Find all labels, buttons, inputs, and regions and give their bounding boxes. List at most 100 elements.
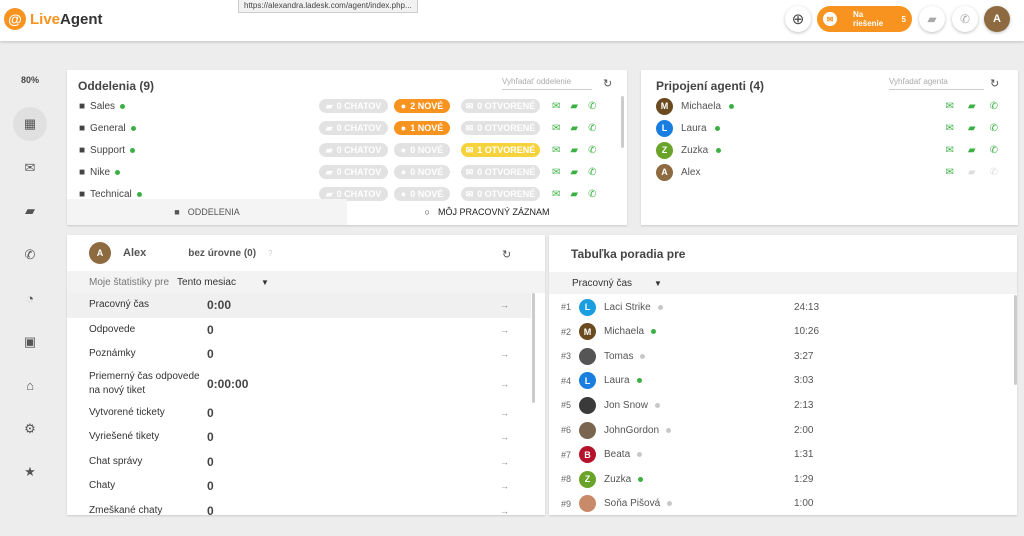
department-row[interactable]: ■ Technical ▰ 0 CHATOV ● 0 NOVÉ ✉ 0 OTVORENÉ…: [79, 187, 597, 201]
new-badge[interactable]: ● 0 NOVÉ: [394, 165, 450, 179]
phone-icon[interactable]: ✆: [989, 122, 998, 134]
phone-icon[interactable]: ✆: [588, 144, 597, 156]
stat-row[interactable]: Chaty 0 →: [89, 479, 509, 494]
new-badge[interactable]: ● 2 NOVÉ: [394, 99, 450, 113]
mail-icon[interactable]: ✉: [945, 100, 954, 112]
arrow-right-icon[interactable]: →: [500, 300, 509, 311]
department-row[interactable]: ■ Sales ▰ 0 CHATOV ● 2 NOVÉ ✉ 0 OTVORENÉ ✉ ▰ ✆: [79, 99, 597, 113]
agent-row[interactable]: A Alex ✉ ▰ ✆: [656, 162, 998, 182]
mail-icon[interactable]: ✉: [552, 166, 561, 178]
dropdown-icon[interactable]: ▼: [654, 278, 662, 288]
phone-icon[interactable]: ✆: [588, 188, 597, 200]
open-badge[interactable]: ✉ 0 OTVORENÉ: [461, 165, 540, 179]
agent-search-input[interactable]: Vyhľadať agenta: [889, 76, 984, 90]
chats-badge[interactable]: ▰ 0 CHATOV: [319, 143, 388, 157]
chat-icon[interactable]: ▰: [570, 122, 579, 134]
arrow-right-icon[interactable]: →: [500, 432, 509, 443]
mail-icon[interactable]: ✉: [552, 122, 561, 134]
arrow-right-icon[interactable]: →: [500, 407, 509, 418]
stat-row[interactable]: Pracovný čas 0:00 →: [67, 293, 531, 318]
period-select[interactable]: Tento mesiac: [177, 276, 236, 288]
metric-select[interactable]: Pracovný čas: [572, 277, 633, 289]
agent-row[interactable]: L Laura ✉ ▰ ✆: [656, 118, 998, 138]
mail-icon[interactable]: ✉: [552, 144, 561, 156]
chat-icon[interactable]: ▰: [967, 144, 976, 156]
department-search-input[interactable]: Vyhľadať oddelenie: [502, 76, 592, 90]
phone-icon[interactable]: ✆: [588, 166, 597, 178]
open-badge[interactable]: ✉ 0 OTVORENÉ: [461, 99, 540, 113]
agent-row[interactable]: M Michaela ✉ ▰ ✆: [656, 96, 998, 116]
user-avatar[interactable]: A: [984, 6, 1010, 32]
phone-icon[interactable]: ✆: [588, 122, 597, 134]
chat-icon[interactable]: ▰: [570, 144, 579, 156]
refresh-icon[interactable]: ↻: [990, 78, 1000, 90]
arrow-right-icon[interactable]: →: [500, 505, 509, 515]
chats-badge[interactable]: ▰ 0 CHATOV: [319, 165, 388, 179]
scrollbar[interactable]: [621, 96, 624, 148]
mail-icon[interactable]: ✉: [945, 166, 954, 178]
chat-icon[interactable]: ▰: [570, 100, 579, 112]
chat-icon[interactable]: ▰: [570, 166, 579, 178]
stat-row[interactable]: Priemerný čas odpovede na nový tiket 0:00…: [89, 370, 509, 396]
mail-icon[interactable]: ✉: [552, 188, 561, 200]
chat-icon[interactable]: ▰: [967, 166, 976, 178]
department-row[interactable]: ■ Nike ▰ 0 CHATOV ● 0 NOVÉ ✉ 0 OTVORENÉ ✉ ▰ ✆: [79, 165, 597, 179]
mail-icon[interactable]: ✉: [945, 144, 954, 156]
chats-badge[interactable]: ▰ 0 CHATOV: [319, 121, 388, 135]
chat-status-button[interactable]: ▰: [919, 6, 945, 32]
sidebar-item-star[interactable]: ★: [13, 455, 47, 489]
chat-icon[interactable]: ▰: [570, 188, 579, 200]
folder-icon: ■: [79, 144, 86, 156]
phone-icon[interactable]: ✆: [989, 166, 998, 178]
new-badge[interactable]: ● 0 NOVÉ: [394, 143, 450, 157]
sidebar-item-chat[interactable]: ▰: [13, 194, 47, 228]
sidebar-item-contacts[interactable]: ▣: [13, 325, 47, 359]
mail-icon[interactable]: ✉: [945, 122, 954, 134]
status-button[interactable]: ✉ Na riešenie 5: [817, 6, 912, 32]
arrow-right-icon[interactable]: →: [500, 481, 509, 492]
chats-badge[interactable]: ▰ 0 CHATOV: [319, 187, 388, 201]
chat-icon[interactable]: ▰: [967, 100, 976, 112]
refresh-icon[interactable]: ↻: [502, 249, 512, 261]
arrow-right-icon[interactable]: →: [500, 456, 509, 467]
arrow-right-icon[interactable]: →: [500, 324, 509, 335]
department-row[interactable]: ■ General ▰ 0 CHATOV ● 1 NOVÉ ✉ 0 OTVORENÉ ✉…: [79, 121, 597, 135]
logo[interactable]: @ LiveAgent: [4, 8, 103, 30]
mail-icon[interactable]: ✉: [552, 100, 561, 112]
stat-row[interactable]: Vytvorené tickety 0 →: [89, 405, 509, 420]
add-button[interactable]: ⊕: [785, 6, 811, 32]
sidebar-item-reports[interactable]: ◔: [13, 281, 47, 315]
open-badge[interactable]: ✉ 0 OTVORENÉ: [461, 187, 540, 201]
phone-icon[interactable]: ✆: [588, 100, 597, 112]
sidebar-item-knowledgebase[interactable]: ⌂: [13, 368, 47, 402]
tab-departments[interactable]: ■ ODDELENIA: [67, 199, 347, 225]
chats-badge[interactable]: ▰ 0 CHATOV: [319, 99, 388, 113]
stat-row[interactable]: Poznámky 0 →: [89, 347, 509, 362]
refresh-icon[interactable]: ↻: [603, 78, 613, 90]
sidebar-item-settings[interactable]: ⚙: [13, 412, 47, 446]
stat-row[interactable]: Zmeškané chaty 0 →: [89, 503, 509, 515]
stat-row[interactable]: Odpovede 0 →: [89, 322, 509, 337]
phone-icon[interactable]: ✆: [989, 100, 998, 112]
arrow-right-icon[interactable]: →: [500, 378, 509, 389]
scrollbar[interactable]: [532, 293, 535, 403]
phone-icon[interactable]: ✆: [989, 144, 998, 156]
new-badge[interactable]: ● 1 NOVÉ: [394, 121, 450, 135]
open-badge[interactable]: ✉ 1 OTVORENÉ: [461, 143, 540, 157]
scrollbar[interactable]: [1014, 295, 1017, 385]
arrow-right-icon[interactable]: →: [500, 349, 509, 360]
new-badge[interactable]: ● 0 NOVÉ: [394, 187, 450, 201]
dropdown-icon[interactable]: ▼: [261, 277, 269, 287]
help-icon[interactable]: ?: [268, 248, 273, 258]
department-row[interactable]: ■ Support ▰ 0 CHATOV ● 0 NOVÉ ✉ 1 OTVORENÉ ✉…: [79, 143, 597, 157]
tab-worklog[interactable]: ○ MÔJ PRACOVNÝ ZÁZNAM: [424, 207, 550, 217]
stat-row[interactable]: Vyriešené tikety 0 →: [89, 430, 509, 445]
chat-icon[interactable]: ▰: [967, 122, 976, 134]
open-badge[interactable]: ✉ 0 OTVORENÉ: [461, 121, 540, 135]
sidebar-item-dashboard[interactable]: ▦: [13, 107, 47, 141]
stat-row[interactable]: Chat správy 0 →: [89, 454, 509, 469]
sidebar-item-phone[interactable]: ✆: [13, 238, 47, 272]
sidebar-item-mail[interactable]: ✉: [13, 151, 47, 185]
phone-status-button[interactable]: ✆: [952, 6, 978, 32]
agent-row[interactable]: Z Zuzka ✉ ▰ ✆: [656, 140, 998, 160]
